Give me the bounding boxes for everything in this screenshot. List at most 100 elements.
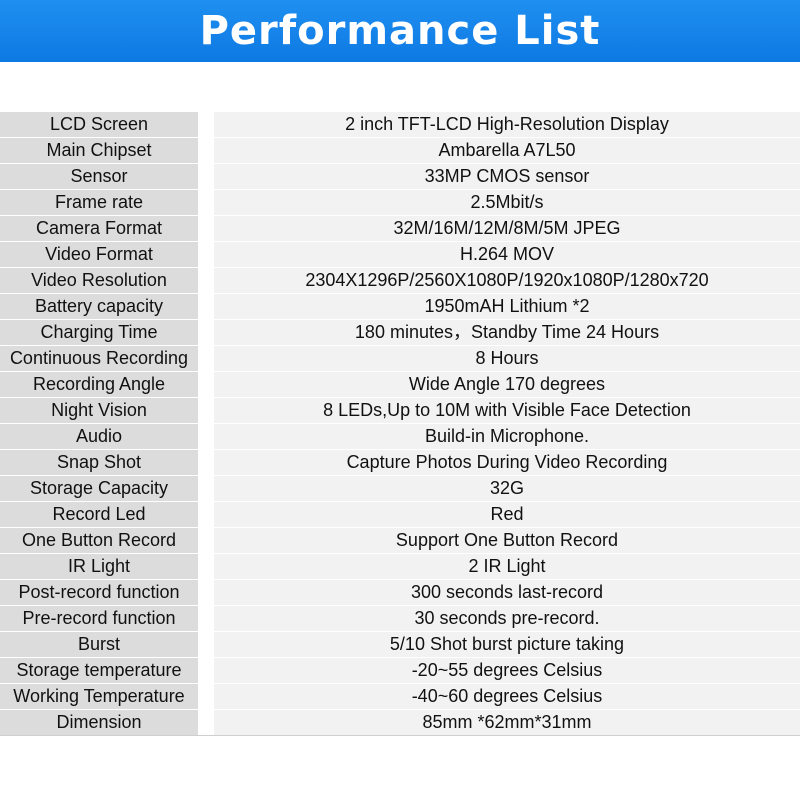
spec-label: Burst bbox=[0, 631, 198, 658]
spec-column-gap bbox=[198, 215, 214, 242]
spec-value: 1950mAH Lithium *2 bbox=[214, 293, 800, 320]
spec-value: 180 minutes，Standby Time 24 Hours bbox=[214, 319, 800, 346]
spec-label: Storage temperature bbox=[0, 657, 198, 684]
spec-value: 30 seconds pre-record. bbox=[214, 605, 800, 632]
spec-row: Snap Shot Capture Photos During Video Rec… bbox=[0, 449, 800, 476]
spec-label: Battery capacity bbox=[0, 293, 198, 320]
spec-row: IR Light 2 IR Light bbox=[0, 553, 800, 580]
spec-value: 2 IR Light bbox=[214, 553, 800, 580]
spec-row: Video Resolution 2304X1296P/2560X1080P/19… bbox=[0, 267, 800, 294]
spec-column-gap bbox=[198, 371, 214, 398]
spec-column-gap bbox=[198, 189, 214, 216]
spec-value: H.264 MOV bbox=[214, 241, 800, 268]
spec-column-gap bbox=[198, 579, 214, 606]
spec-value: 2 inch TFT-LCD High-Resolution Display bbox=[214, 112, 800, 138]
spec-column-gap bbox=[198, 319, 214, 346]
spec-column-gap bbox=[198, 397, 214, 424]
spec-label: Main Chipset bbox=[0, 137, 198, 164]
spec-value: 32G bbox=[214, 475, 800, 502]
spec-label: Recording Angle bbox=[0, 371, 198, 398]
spec-value: -40~60 degrees Celsius bbox=[214, 683, 800, 710]
spec-column-gap bbox=[198, 631, 214, 658]
spec-row: Battery capacity 1950mAH Lithium *2 bbox=[0, 293, 800, 320]
spec-label: Charging Time bbox=[0, 319, 198, 346]
spec-label: Audio bbox=[0, 423, 198, 450]
spec-value: Wide Angle 170 degrees bbox=[214, 371, 800, 398]
table-bottom-divider bbox=[0, 735, 800, 736]
spec-column-gap bbox=[198, 605, 214, 632]
spec-label: Sensor bbox=[0, 163, 198, 190]
spec-column-gap bbox=[198, 267, 214, 294]
spec-label: Post-record function bbox=[0, 579, 198, 606]
spec-column-gap bbox=[198, 657, 214, 684]
spec-value: 5/10 Shot burst picture taking bbox=[214, 631, 800, 658]
spec-column-gap bbox=[198, 553, 214, 580]
spec-value: 8 LEDs,Up to 10M with Visible Face Detec… bbox=[214, 397, 800, 424]
spec-value: 2.5Mbit/s bbox=[214, 189, 800, 216]
spec-row: LCD Screen 2 inch TFT-LCD High-Resolution… bbox=[0, 112, 800, 138]
spec-column-gap bbox=[198, 683, 214, 710]
spec-row: Record Led Red bbox=[0, 501, 800, 528]
spec-column-gap bbox=[198, 241, 214, 268]
spec-row: Sensor 33MP CMOS sensor bbox=[0, 163, 800, 190]
spec-row: Camera Format 32M/16M/12M/8M/5M JPEG bbox=[0, 215, 800, 242]
spec-row: Frame rate 2.5Mbit/s bbox=[0, 189, 800, 216]
spec-value: Red bbox=[214, 501, 800, 528]
spec-row: Charging Time 180 minutes，Standby Time 24… bbox=[0, 319, 800, 346]
spec-value: Ambarella A7L50 bbox=[214, 137, 800, 164]
spec-label: Working Temperature bbox=[0, 683, 198, 710]
spec-label: One Button Record bbox=[0, 527, 198, 554]
spec-label: Frame rate bbox=[0, 189, 198, 216]
spec-label: Camera Format bbox=[0, 215, 198, 242]
spec-row: Video Format H.264 MOV bbox=[0, 241, 800, 268]
header-banner: Performance List bbox=[0, 0, 800, 62]
spec-value: 2304X1296P/2560X1080P/1920x1080P/1280x72… bbox=[214, 267, 800, 294]
spec-value: 8 Hours bbox=[214, 345, 800, 372]
spec-row: Audio Build-in Microphone. bbox=[0, 423, 800, 450]
spec-value: Capture Photos During Video Recording bbox=[214, 449, 800, 476]
spec-label: Record Led bbox=[0, 501, 198, 528]
spec-label: Dimension bbox=[0, 709, 198, 736]
spec-value: -20~55 degrees Celsius bbox=[214, 657, 800, 684]
spec-row: Storage Capacity 32G bbox=[0, 475, 800, 502]
spec-row: Burst 5/10 Shot burst picture taking bbox=[0, 631, 800, 658]
spec-label: Continuous Recording bbox=[0, 345, 198, 372]
spec-row: Night Vision 8 LEDs,Up to 10M with Visibl… bbox=[0, 397, 800, 424]
spec-column-gap bbox=[198, 345, 214, 372]
spec-label: Storage Capacity bbox=[0, 475, 198, 502]
spec-row: Working Temperature -40~60 degrees Celsiu… bbox=[0, 683, 800, 710]
spec-column-gap bbox=[198, 112, 214, 138]
spec-value: 33MP CMOS sensor bbox=[214, 163, 800, 190]
spec-column-gap bbox=[198, 475, 214, 502]
spec-value: 300 seconds last-record bbox=[214, 579, 800, 606]
spec-column-gap bbox=[198, 449, 214, 476]
spec-row: Post-record function 300 seconds last-rec… bbox=[0, 579, 800, 606]
spec-label: Night Vision bbox=[0, 397, 198, 424]
spec-table-body: LCD Screen 2 inch TFT-LCD High-Resolution… bbox=[0, 112, 800, 736]
spec-value: Build-in Microphone. bbox=[214, 423, 800, 450]
spec-column-gap bbox=[198, 527, 214, 554]
spec-label: Snap Shot bbox=[0, 449, 198, 476]
spec-label: LCD Screen bbox=[0, 112, 198, 138]
spec-label: Video Format bbox=[0, 241, 198, 268]
spec-column-gap bbox=[198, 423, 214, 450]
spec-table: LCD Screen 2 inch TFT-LCD High-Resolution… bbox=[0, 112, 800, 736]
spec-row: Continuous Recording 8 Hours bbox=[0, 345, 800, 372]
spec-row: Dimension 85mm *62mm*31mm bbox=[0, 709, 800, 736]
spec-label: Video Resolution bbox=[0, 267, 198, 294]
page-title: Performance List bbox=[199, 8, 601, 54]
spec-column-gap bbox=[198, 137, 214, 164]
spec-column-gap bbox=[198, 163, 214, 190]
spec-column-gap bbox=[198, 501, 214, 528]
spec-label: Pre-record function bbox=[0, 605, 198, 632]
spec-value: 32M/16M/12M/8M/5M JPEG bbox=[214, 215, 800, 242]
spec-row: Storage temperature -20~55 degrees Celsiu… bbox=[0, 657, 800, 684]
spec-column-gap bbox=[198, 293, 214, 320]
spec-row: Pre-record function 30 seconds pre-record… bbox=[0, 605, 800, 632]
spec-column-gap bbox=[198, 709, 214, 736]
spec-row: Recording Angle Wide Angle 170 degrees bbox=[0, 371, 800, 398]
spec-row: One Button Record Support One Button Reco… bbox=[0, 527, 800, 554]
spec-value: 85mm *62mm*31mm bbox=[214, 709, 800, 736]
spec-value: Support One Button Record bbox=[214, 527, 800, 554]
spec-label: IR Light bbox=[0, 553, 198, 580]
